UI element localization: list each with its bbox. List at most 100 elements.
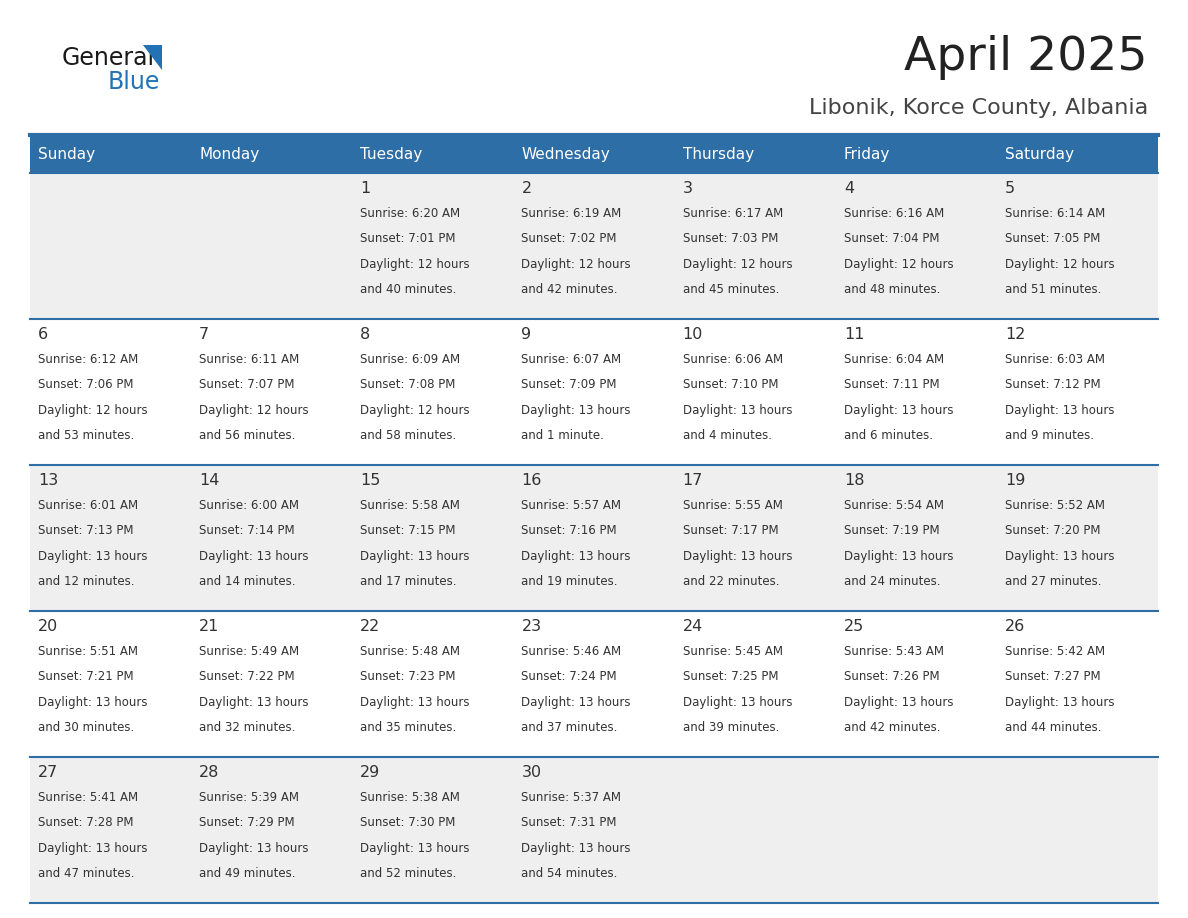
- Text: 30: 30: [522, 765, 542, 780]
- Text: 23: 23: [522, 619, 542, 634]
- Text: Daylight: 12 hours: Daylight: 12 hours: [360, 258, 470, 271]
- Text: 9: 9: [522, 327, 531, 342]
- Text: Sunset: 7:30 PM: Sunset: 7:30 PM: [360, 816, 456, 829]
- Text: 22: 22: [360, 619, 380, 634]
- Text: Sunset: 7:07 PM: Sunset: 7:07 PM: [200, 378, 295, 391]
- Text: and 35 minutes.: and 35 minutes.: [360, 722, 456, 734]
- Text: 7: 7: [200, 327, 209, 342]
- Text: Daylight: 13 hours: Daylight: 13 hours: [360, 550, 469, 563]
- Text: Sunset: 7:01 PM: Sunset: 7:01 PM: [360, 232, 456, 245]
- Text: and 17 minutes.: and 17 minutes.: [360, 576, 457, 588]
- Text: 12: 12: [1005, 327, 1025, 342]
- Text: and 56 minutes.: and 56 minutes.: [200, 430, 296, 442]
- Text: 15: 15: [360, 473, 380, 488]
- Text: Sunset: 7:29 PM: Sunset: 7:29 PM: [200, 816, 295, 829]
- Text: Sunrise: 6:11 AM: Sunrise: 6:11 AM: [200, 353, 299, 365]
- Text: Sunrise: 5:41 AM: Sunrise: 5:41 AM: [38, 790, 138, 803]
- Text: Sunrise: 6:14 AM: Sunrise: 6:14 AM: [1005, 207, 1105, 219]
- Text: 5: 5: [1005, 181, 1015, 196]
- Text: 25: 25: [843, 619, 864, 634]
- Text: and 24 minutes.: and 24 minutes.: [843, 576, 940, 588]
- Text: Sunrise: 6:19 AM: Sunrise: 6:19 AM: [522, 207, 621, 219]
- Text: Sunrise: 5:54 AM: Sunrise: 5:54 AM: [843, 498, 943, 511]
- Text: Sunset: 7:27 PM: Sunset: 7:27 PM: [1005, 670, 1100, 683]
- Text: 27: 27: [38, 765, 58, 780]
- Bar: [30, 135, 191, 173]
- Text: and 51 minutes.: and 51 minutes.: [1005, 283, 1101, 297]
- Text: Sunrise: 5:48 AM: Sunrise: 5:48 AM: [360, 644, 460, 657]
- Bar: [30, 465, 1158, 611]
- Text: Sunrise: 5:57 AM: Sunrise: 5:57 AM: [522, 498, 621, 511]
- Text: and 1 minute.: and 1 minute.: [522, 430, 605, 442]
- Text: Daylight: 12 hours: Daylight: 12 hours: [1005, 258, 1114, 271]
- Text: Daylight: 13 hours: Daylight: 13 hours: [843, 696, 953, 709]
- Text: 19: 19: [1005, 473, 1025, 488]
- Text: and 48 minutes.: and 48 minutes.: [843, 283, 940, 297]
- Text: and 32 minutes.: and 32 minutes.: [200, 722, 296, 734]
- Text: and 27 minutes.: and 27 minutes.: [1005, 576, 1101, 588]
- Text: 24: 24: [683, 619, 703, 634]
- Text: and 12 minutes.: and 12 minutes.: [38, 576, 134, 588]
- Text: Sunset: 7:26 PM: Sunset: 7:26 PM: [843, 670, 940, 683]
- Text: and 9 minutes.: and 9 minutes.: [1005, 430, 1094, 442]
- Text: Sunset: 7:20 PM: Sunset: 7:20 PM: [1005, 524, 1100, 537]
- Text: 18: 18: [843, 473, 865, 488]
- Text: and 44 minutes.: and 44 minutes.: [1005, 722, 1101, 734]
- Text: 6: 6: [38, 327, 49, 342]
- Text: Daylight: 13 hours: Daylight: 13 hours: [200, 842, 309, 855]
- Text: Sunrise: 5:42 AM: Sunrise: 5:42 AM: [1005, 644, 1105, 657]
- Text: Daylight: 13 hours: Daylight: 13 hours: [522, 404, 631, 417]
- Bar: [997, 135, 1158, 173]
- Text: Sunset: 7:14 PM: Sunset: 7:14 PM: [200, 524, 295, 537]
- Text: and 42 minutes.: and 42 minutes.: [522, 283, 618, 297]
- Text: Sunrise: 6:09 AM: Sunrise: 6:09 AM: [360, 353, 461, 365]
- Text: Sunrise: 6:07 AM: Sunrise: 6:07 AM: [522, 353, 621, 365]
- Text: 26: 26: [1005, 619, 1025, 634]
- Text: Daylight: 13 hours: Daylight: 13 hours: [200, 550, 309, 563]
- Text: Sunrise: 5:51 AM: Sunrise: 5:51 AM: [38, 644, 138, 657]
- Text: Sunset: 7:13 PM: Sunset: 7:13 PM: [38, 524, 133, 537]
- Text: 4: 4: [843, 181, 854, 196]
- Text: Daylight: 12 hours: Daylight: 12 hours: [683, 258, 792, 271]
- Text: Sunset: 7:12 PM: Sunset: 7:12 PM: [1005, 378, 1100, 391]
- Text: 11: 11: [843, 327, 865, 342]
- Text: Sunrise: 6:20 AM: Sunrise: 6:20 AM: [360, 207, 461, 219]
- Text: Daylight: 12 hours: Daylight: 12 hours: [843, 258, 954, 271]
- Text: Sunrise: 6:16 AM: Sunrise: 6:16 AM: [843, 207, 944, 219]
- Text: Sunset: 7:17 PM: Sunset: 7:17 PM: [683, 524, 778, 537]
- Text: Friday: Friday: [843, 147, 890, 162]
- Text: Sunset: 7:04 PM: Sunset: 7:04 PM: [843, 232, 940, 245]
- Bar: [30, 173, 1158, 319]
- Text: and 4 minutes.: and 4 minutes.: [683, 430, 772, 442]
- Text: 3: 3: [683, 181, 693, 196]
- Text: Daylight: 13 hours: Daylight: 13 hours: [38, 696, 147, 709]
- Text: Sunrise: 6:03 AM: Sunrise: 6:03 AM: [1005, 353, 1105, 365]
- Text: Daylight: 13 hours: Daylight: 13 hours: [1005, 550, 1114, 563]
- Text: Sunrise: 5:46 AM: Sunrise: 5:46 AM: [522, 644, 621, 657]
- Text: 28: 28: [200, 765, 220, 780]
- Bar: [30, 757, 1158, 903]
- Text: Thursday: Thursday: [683, 147, 753, 162]
- Bar: [30, 319, 1158, 465]
- Text: Daylight: 13 hours: Daylight: 13 hours: [522, 550, 631, 563]
- Text: and 53 minutes.: and 53 minutes.: [38, 430, 134, 442]
- Text: Sunset: 7:31 PM: Sunset: 7:31 PM: [522, 816, 617, 829]
- Text: Daylight: 13 hours: Daylight: 13 hours: [200, 696, 309, 709]
- Text: 8: 8: [360, 327, 371, 342]
- Text: Daylight: 13 hours: Daylight: 13 hours: [360, 842, 469, 855]
- Text: Sunset: 7:10 PM: Sunset: 7:10 PM: [683, 378, 778, 391]
- Text: and 58 minutes.: and 58 minutes.: [360, 430, 456, 442]
- Text: Daylight: 12 hours: Daylight: 12 hours: [200, 404, 309, 417]
- Text: Daylight: 13 hours: Daylight: 13 hours: [683, 550, 792, 563]
- Text: Daylight: 13 hours: Daylight: 13 hours: [1005, 696, 1114, 709]
- Text: Monday: Monday: [200, 147, 259, 162]
- Text: Blue: Blue: [108, 70, 160, 94]
- Text: Sunrise: 5:52 AM: Sunrise: 5:52 AM: [1005, 498, 1105, 511]
- Text: Sunset: 7:08 PM: Sunset: 7:08 PM: [360, 378, 456, 391]
- Text: Sunrise: 5:45 AM: Sunrise: 5:45 AM: [683, 644, 783, 657]
- Text: Sunset: 7:02 PM: Sunset: 7:02 PM: [522, 232, 617, 245]
- Text: 29: 29: [360, 765, 380, 780]
- Text: Sunset: 7:24 PM: Sunset: 7:24 PM: [522, 670, 617, 683]
- Text: Sunset: 7:23 PM: Sunset: 7:23 PM: [360, 670, 456, 683]
- Text: Sunset: 7:15 PM: Sunset: 7:15 PM: [360, 524, 456, 537]
